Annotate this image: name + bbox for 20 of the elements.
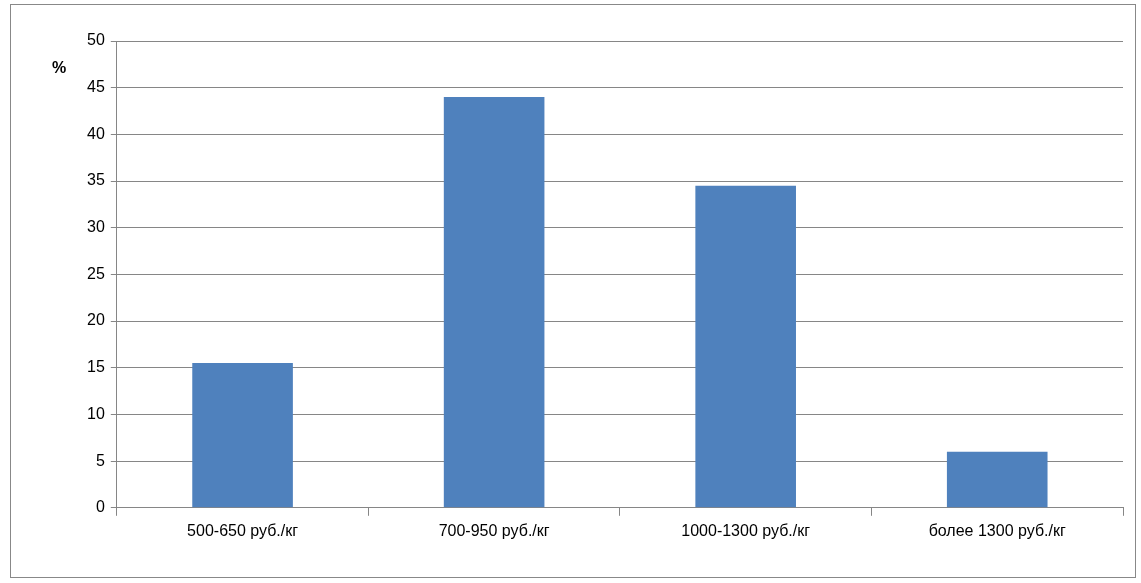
y-tick-label: 10 xyxy=(87,404,105,422)
bar xyxy=(443,97,545,508)
x-tick-label: 1000-1300 руб./кг xyxy=(681,521,811,539)
y-tick-label: 15 xyxy=(87,358,105,376)
y-tick-label: 30 xyxy=(87,218,105,236)
y-tick-label: 5 xyxy=(95,451,105,469)
x-tick-label: 500-650 руб./кг xyxy=(187,521,299,539)
y-tick-label: 25 xyxy=(87,264,105,282)
y-tick-label: 50 xyxy=(87,31,105,49)
x-tick-label: более 1300 руб./кг xyxy=(928,521,1066,539)
y-tick-label: 45 xyxy=(87,78,105,96)
bar xyxy=(192,363,293,508)
bar xyxy=(946,451,1048,508)
x-tick-label: 700-950 руб./кг xyxy=(438,521,550,539)
bar xyxy=(695,185,796,508)
y-tick-label: 40 xyxy=(87,124,105,142)
y-tick-label: 20 xyxy=(87,311,105,329)
y-tick-label: 35 xyxy=(87,171,105,189)
y-tick-label: 0 xyxy=(95,498,105,516)
y-axis-title: % xyxy=(51,59,67,77)
